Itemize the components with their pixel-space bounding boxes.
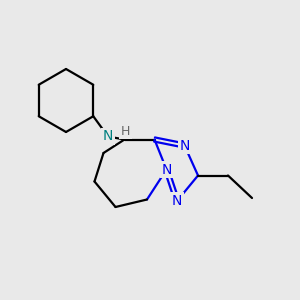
Text: N: N — [103, 130, 113, 143]
Text: N: N — [172, 194, 182, 208]
Text: H: H — [121, 124, 130, 138]
Text: N: N — [161, 163, 172, 176]
Text: N: N — [179, 139, 190, 152]
